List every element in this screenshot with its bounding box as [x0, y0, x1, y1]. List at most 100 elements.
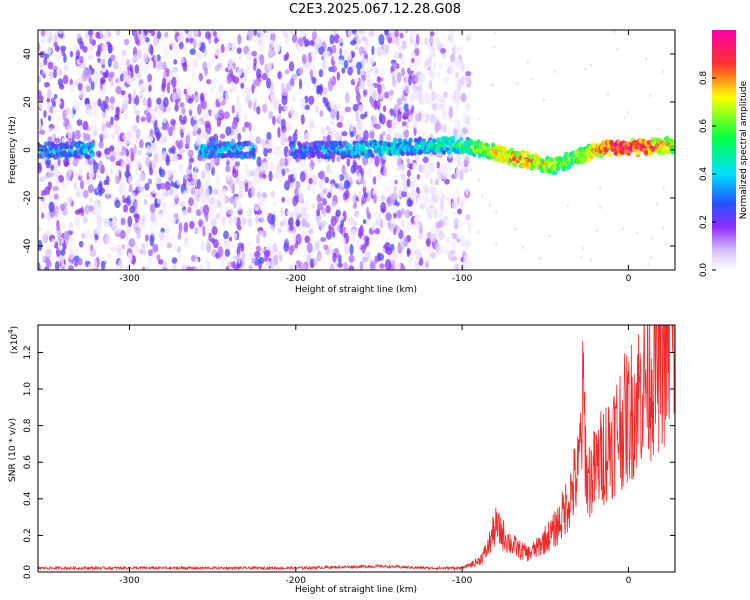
spectrogram-cell — [301, 53, 307, 65]
spectrogram-cell — [67, 129, 73, 140]
spectrogram-cell — [429, 178, 434, 185]
y-tick-label: 0.6 — [23, 455, 33, 470]
spectrogram-cell — [171, 257, 178, 264]
x-tick-label: -200 — [286, 576, 307, 586]
ridge-cell — [441, 149, 447, 155]
spectrogram-cell — [120, 161, 126, 169]
spectrogram-cell — [322, 96, 326, 104]
spectrogram-cell — [43, 57, 48, 66]
spectrogram-cell — [116, 227, 122, 234]
spectrogram-cell — [277, 113, 282, 123]
spectrogram-cell — [283, 105, 289, 111]
spectrogram-cell — [128, 237, 135, 248]
spectrogram-cell — [623, 115, 626, 120]
spectrogram-cell — [338, 254, 342, 264]
spectrogram-cell — [100, 58, 106, 65]
spectrogram-cell — [441, 110, 448, 121]
spectrogram-cell — [303, 249, 307, 259]
spectrogram-cell — [342, 237, 347, 245]
spectrogram-cell — [124, 170, 131, 178]
spectrogram-cell — [274, 150, 280, 159]
spectrogram-cell — [198, 219, 203, 228]
spectrogram-cell — [316, 208, 321, 217]
spectrogram-cell — [88, 44, 94, 51]
spectrogram-cell — [192, 57, 199, 69]
spectrogram-cell — [110, 116, 114, 126]
spectrogram-cell — [237, 133, 242, 142]
spectrogram-cell — [431, 233, 438, 243]
spectrogram-cell — [403, 185, 408, 193]
spectrogram-cell — [159, 182, 166, 190]
spectrogram-cell — [465, 70, 472, 77]
spectrogram-cell — [209, 85, 214, 95]
spectrogram-cell — [202, 131, 209, 140]
spectrogram-cell — [268, 110, 274, 120]
spectrogram-cell — [162, 61, 167, 71]
spectrogram-cell — [255, 68, 262, 79]
spectrogram-cell — [123, 94, 129, 105]
spectrogram-cell — [418, 84, 423, 96]
spectrogram-cell — [123, 38, 130, 46]
y-tick-label: -20 — [23, 190, 33, 205]
spectrogram-cell — [79, 55, 84, 64]
spectrogram-cell — [78, 64, 84, 75]
spectrogram-cell — [268, 224, 274, 231]
spectrogram-cell — [100, 112, 107, 119]
spectrogram-cell — [234, 196, 238, 203]
spectrogram-cell — [165, 155, 171, 167]
spectrogram-cell — [369, 261, 376, 270]
spectrogram-cell — [199, 228, 203, 236]
spectrogram-cell — [454, 98, 460, 104]
spectrogram-cell — [491, 83, 494, 88]
colorbar-tick-label: 0.6 — [699, 119, 709, 134]
spectrogram-cell — [288, 135, 293, 143]
spectrogram-cell — [145, 157, 151, 168]
spectrogram-cell — [48, 127, 53, 133]
spectrogram-cell — [275, 264, 280, 270]
spectrogram-cell — [222, 254, 228, 265]
spectrogram-cell — [234, 161, 241, 167]
spectrogram-cell — [182, 46, 188, 53]
spectrogram-cell — [192, 113, 199, 121]
spectrogram-cell — [75, 190, 82, 198]
spectrogram-cell — [285, 51, 290, 61]
spectrogram-cell — [84, 228, 91, 239]
spectrogram-cell — [97, 98, 102, 107]
spectrogram-cell — [256, 234, 260, 245]
spectrogram-cell — [179, 201, 186, 208]
spectrogram-cell — [336, 156, 341, 163]
spectrogram-cell — [318, 46, 324, 55]
spectrogram-cell — [39, 203, 43, 214]
spectrogram-cell — [407, 222, 413, 230]
spectrogram-cell — [259, 43, 266, 53]
spectrogram-cell — [256, 191, 261, 199]
spectrogram-cell — [223, 230, 229, 240]
spectrogram-cell — [257, 230, 264, 237]
spectrogram-cell — [166, 242, 173, 249]
spectrogram-cell — [204, 225, 210, 235]
spectrogram-cell — [288, 217, 294, 227]
spectrogram-cell — [425, 237, 432, 247]
spectrogram-cell — [662, 186, 665, 191]
spectrogram-cell — [140, 83, 147, 93]
spectrogram-cell — [38, 42, 41, 52]
spectrogram-cell — [127, 215, 133, 228]
spectrogram-cell — [392, 205, 398, 213]
spectrogram-cell — [43, 110, 47, 119]
spectrogram-cell — [295, 233, 302, 245]
spectrogram-cell — [156, 132, 161, 142]
spectrogram-cell — [255, 245, 261, 252]
spectrogram-cell — [385, 212, 392, 222]
spectrogram-cell — [77, 82, 83, 91]
spectrogram-cell — [304, 235, 311, 243]
ridge-cell — [38, 144, 43, 150]
spectrogram-cell — [53, 160, 58, 172]
colorbar-label: Normalized spectral amplitude — [739, 80, 749, 219]
spectrogram-cell — [90, 54, 95, 61]
spectrogram-cell — [457, 127, 462, 137]
spectrogram-cell — [493, 31, 497, 35]
spectrogram-cell — [228, 68, 234, 78]
spectrogram-cell — [521, 245, 525, 250]
spectrogram-cell — [306, 242, 313, 254]
